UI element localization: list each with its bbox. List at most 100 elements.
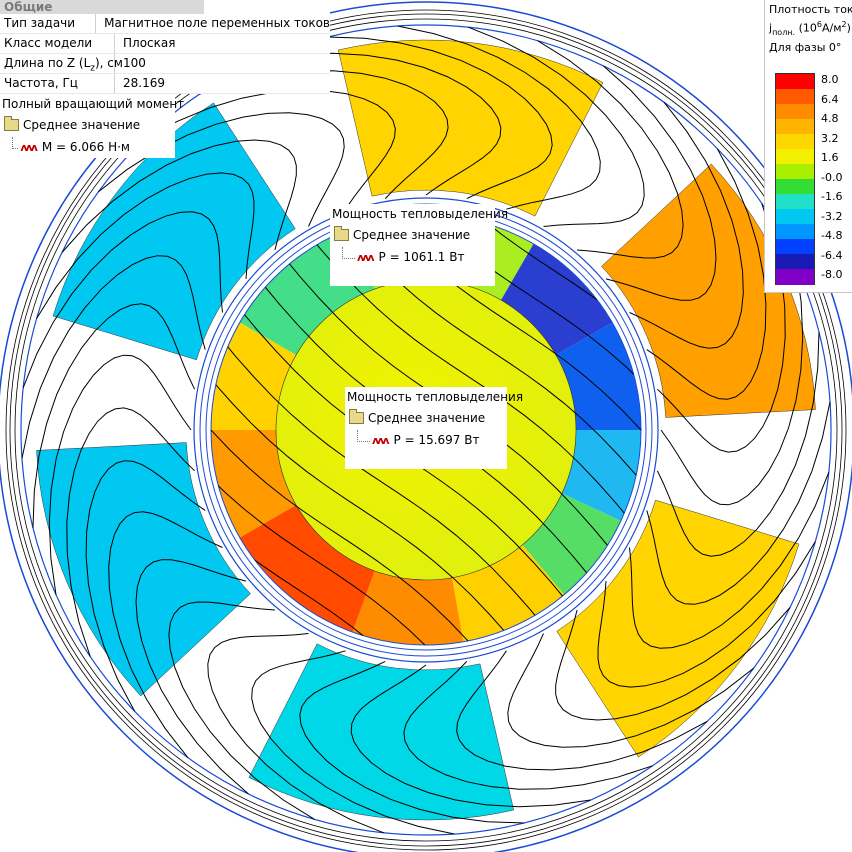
folder-icon: [334, 226, 349, 241]
flux-line: [629, 101, 744, 349]
legend-swatch: [776, 179, 814, 195]
legend-color-bar: [775, 73, 815, 285]
legend-swatch: [776, 194, 814, 210]
legend-swatch: [776, 89, 814, 105]
heat-rotor-node[interactable]: Среднее значение: [345, 407, 507, 429]
legend-tick-label: 3.2: [821, 131, 839, 145]
legend-swatch: [776, 224, 814, 240]
prop-key: Тип задачи: [0, 14, 97, 33]
flux-line: [144, 89, 396, 210]
flux-line: [261, 52, 502, 196]
flux-line: [291, 215, 641, 545]
prop-row-task-type[interactable]: Тип задачи Магнитное поле переменных ток…: [0, 14, 330, 34]
properties-header: Общие: [0, 0, 204, 14]
flux-line: [61, 139, 297, 253]
legend-swatch: [776, 74, 814, 90]
flux-line: [555, 607, 791, 721]
flux-line: [603, 65, 717, 301]
flux-line: [48, 354, 192, 595]
prop-row-length[interactable]: Длина по Z (Lz), см 100: [0, 54, 330, 74]
flux-line: [168, 601, 315, 820]
flux-line: [97, 112, 345, 227]
flux-line: [656, 331, 820, 557]
heat-stator-node[interactable]: Среднее значение: [330, 224, 495, 246]
flux-line: [85, 460, 206, 712]
flux-line: [335, 215, 641, 492]
flux-line: [507, 633, 755, 748]
legend-unit: jполн. (106А/м2): [769, 20, 851, 37]
result-value-icon: ʌʌʌ: [372, 433, 389, 447]
torque-title: Полный вращающий момент: [2, 97, 185, 111]
legend-tick-label: -8.0: [821, 268, 843, 281]
flux-line: [108, 511, 223, 759]
prop-value: Плоская: [123, 36, 176, 50]
prop-row-model-class[interactable]: Класс модели Плоская: [0, 34, 330, 54]
legend-swatch: [776, 134, 814, 150]
ring-sector: [452, 544, 565, 643]
flux-line: [313, 215, 641, 519]
flux-line: [135, 559, 249, 795]
flux-line: [597, 541, 816, 688]
heat-stator-title: Мощность тепловыделения: [332, 207, 509, 221]
prop-value: 28.169: [123, 76, 165, 90]
ring-sector: [561, 430, 641, 522]
flux-line: [211, 368, 517, 645]
ring-sector: [211, 430, 297, 538]
flux-line: [21, 255, 206, 459]
legend-tick-label: 6.4: [821, 92, 839, 106]
prop-key: Длина по Z (Lz), см: [0, 54, 123, 73]
flux-line: [350, 664, 591, 808]
heat-rotor-node-label: Среднее значение: [368, 411, 486, 425]
boundary-contours: [5, 9, 847, 851]
prop-value: Магнитное поле переменных токов: [104, 16, 330, 30]
legend-swatch: [776, 119, 814, 135]
legend-title: Плотность тока: [769, 3, 852, 16]
flux-line: [251, 650, 455, 835]
heat-stator-result: Мощность тепловыделения Среднее значение…: [330, 204, 509, 286]
flux-line: [646, 401, 831, 605]
folder-icon: [349, 409, 364, 424]
ring-sector: [352, 570, 464, 645]
heat-stator-value: P = 1061.1 Вт: [378, 250, 465, 264]
stator-coils: [36, 39, 816, 821]
heat-rotor-result: Мощность тепловыделения Среднее значение…: [345, 387, 523, 469]
flux-line: [397, 25, 601, 210]
flux-line: [468, 26, 645, 227]
ring-sector: [238, 505, 375, 633]
prop-row-frequency[interactable]: Частота, Гц 28.169: [0, 74, 330, 94]
torque-node[interactable]: Среднее значение: [0, 114, 175, 136]
legend-phase: Для фазы 0°: [769, 40, 842, 54]
tree-branch: [342, 247, 355, 259]
tree-branch: [357, 430, 370, 442]
legend-tick-label: 8.0: [821, 73, 839, 86]
flux-line: [403, 661, 653, 790]
legend-swatch: [776, 269, 814, 285]
legend-swatch: [776, 239, 814, 255]
legend-swatch: [776, 104, 814, 120]
heat-stator-node-label: Среднее значение: [353, 228, 471, 242]
flux-line: [36, 172, 255, 319]
flux-line: [66, 407, 195, 657]
ring-sector: [522, 493, 622, 596]
legend-tick-label: -1.6: [821, 190, 843, 203]
heat-rotor-value-row[interactable]: ʌʌʌ P = 15.697 Вт: [345, 429, 507, 451]
ring-sector: [555, 322, 641, 430]
legend-tick-label: -6.4: [821, 248, 843, 262]
legend-swatch: [776, 254, 814, 270]
flux-line: [32, 303, 196, 529]
flux-line: [629, 472, 830, 649]
legend-tick-label: -0.0: [821, 170, 843, 184]
flux-line: [211, 262, 604, 645]
ring-sector: [501, 242, 614, 355]
torque-value-row[interactable]: ʌʌʌ M = 6.066 Н·м: [0, 136, 130, 158]
legend-tick-label: -3.2: [821, 209, 843, 223]
color-legend: Плотность тока jполн. (106А/м2) Для фазы…: [764, 0, 852, 293]
torque-result: Полный вращающий момент Среднее значение…: [0, 94, 185, 158]
flux-line: [22, 211, 223, 388]
flux-lines: [21, 25, 831, 835]
prop-value: 100: [123, 56, 146, 70]
heat-stator-value-row[interactable]: ʌʌʌ P = 1061.1 Вт: [330, 246, 495, 268]
flux-line: [660, 265, 804, 506]
